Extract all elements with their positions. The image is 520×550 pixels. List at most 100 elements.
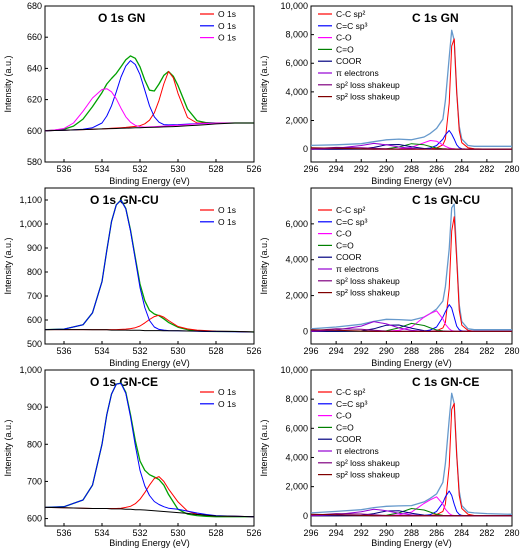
panel-o1s-gn: O 1s GN Intensity (a.u.) Binding Energy … — [3, 1, 262, 186]
x-axis-label: Binding Energy (eV) — [371, 176, 452, 186]
component-line — [311, 513, 512, 517]
y-tick-label: 800 — [27, 439, 42, 449]
x-tick-label: 526 — [246, 346, 261, 356]
y-tick-label: 4,000 — [285, 87, 308, 97]
y-tick-label: 2,000 — [285, 482, 308, 492]
x-tick-label: 286 — [429, 164, 444, 174]
y-tick-label: 6,000 — [285, 219, 308, 229]
y-tick-label: 6,000 — [285, 423, 308, 433]
x-tick-label: 290 — [379, 164, 394, 174]
x-tick-label: 288 — [404, 528, 419, 538]
legend-label: C-O — [336, 411, 352, 421]
component-line — [311, 329, 512, 332]
x-tick-label: 296 — [303, 346, 318, 356]
panel-o1s-gncu: O 1s GN-CU Intensity (a.u.) Binding Ener… — [3, 187, 262, 368]
y-tick-label: 800 — [27, 267, 42, 277]
x-tick-label: 532 — [132, 164, 147, 174]
panel-title: O 1s GN-CU — [90, 193, 159, 207]
x-tick-label: 530 — [170, 346, 185, 356]
x-tick-label: 290 — [379, 346, 394, 356]
legend: O 1s O 1s — [200, 205, 236, 227]
x-tick-label: 292 — [354, 164, 369, 174]
envelope-line — [311, 29, 512, 147]
y-tick-label: 900 — [27, 402, 42, 412]
x-tick-label: 530 — [170, 528, 185, 538]
legend-label: C-C sp² — [336, 205, 365, 215]
x-tick-label: 528 — [208, 164, 223, 174]
component-line — [45, 71, 254, 132]
legend-label: O 1s — [218, 399, 236, 409]
legend-label: O 1s — [218, 9, 236, 19]
legend-label: O 1s — [218, 33, 236, 43]
y-tick-label: 4,000 — [285, 452, 308, 462]
legend-label: C=C sp³ — [336, 21, 368, 31]
legend-label: C-C sp² — [336, 387, 365, 397]
legend-label: COOR — [336, 56, 362, 66]
panel-c1s-gnce: C 1s GN-CE Intensity (a.u.) Binding Ener… — [259, 365, 520, 548]
legend-label: C=O — [336, 44, 354, 54]
y-tick-label: 660 — [27, 32, 42, 42]
legend-label: C-C sp² — [336, 9, 365, 19]
x-tick-label: 528 — [208, 346, 223, 356]
x-tick-label: 534 — [94, 346, 109, 356]
x-tick-label: 282 — [479, 346, 494, 356]
y-tick-label: 4,000 — [285, 255, 308, 265]
envelope-line — [311, 392, 512, 515]
component-line — [45, 382, 254, 518]
x-tick-label: 284 — [454, 164, 469, 174]
x-tick-label: 536 — [56, 164, 71, 174]
legend-label: C=O — [336, 422, 354, 432]
component-line — [45, 88, 254, 132]
legend-label: C=C sp³ — [336, 217, 368, 227]
legend-label: sp² loss shakeup — [336, 458, 400, 468]
x-tick-label: 288 — [404, 164, 419, 174]
y-tick-label: 900 — [27, 243, 42, 253]
x-tick-label: 292 — [354, 346, 369, 356]
x-tick-label: 288 — [404, 346, 419, 356]
panel-c1s-gn: C 1s GN Intensity (a.u.) Binding Energy … — [259, 1, 520, 186]
component-line — [311, 147, 512, 150]
x-tick-label: 294 — [329, 346, 344, 356]
legend-label: O 1s — [218, 217, 236, 227]
envelope-line — [45, 55, 254, 132]
x-tick-label: 280 — [504, 528, 519, 538]
x-tick-label: 296 — [303, 164, 318, 174]
legend-label: COOR — [336, 252, 362, 262]
x-tick-label: 286 — [429, 528, 444, 538]
y-axis-label: Intensity (a.u.) — [259, 55, 269, 112]
panel-c1s-gncu: C 1s GN-CU Intensity (a.u.) Binding Ener… — [259, 187, 520, 368]
y-tick-label: 1,000 — [19, 219, 42, 229]
baseline-line — [45, 122, 254, 132]
legend: C-C sp² C=C sp³ C-OC=O COOR π electrons sp² l… — [318, 9, 400, 102]
x-tick-label: 532 — [132, 346, 147, 356]
panel-title: C 1s GN — [412, 11, 459, 25]
x-axis-label: Binding Energy (eV) — [371, 538, 452, 548]
y-axis-label: Intensity (a.u.) — [3, 55, 13, 112]
x-tick-label: 530 — [170, 164, 185, 174]
legend: C-C sp² C=C sp³ C-OC=O COOR π electrons sp² l… — [318, 387, 400, 480]
legend: O 1s O 1s O 1s — [200, 9, 236, 43]
y-axis-label: Intensity (a.u.) — [3, 237, 13, 294]
legend-label: π electrons — [336, 68, 379, 78]
x-axis-label: Binding Energy (eV) — [109, 538, 190, 548]
y-tick-label: 8,000 — [285, 394, 308, 404]
x-tick-label: 284 — [454, 528, 469, 538]
y-tick-label: 2,000 — [285, 291, 308, 301]
x-tick-label: 280 — [504, 164, 519, 174]
x-tick-label: 296 — [303, 528, 318, 538]
legend-label: C=C sp³ — [336, 399, 368, 409]
legend-label: O 1s — [218, 21, 236, 31]
y-tick-label: 6,000 — [285, 58, 308, 68]
y-tick-label: 0 — [303, 511, 308, 521]
series-group — [311, 392, 512, 517]
x-tick-label: 534 — [94, 164, 109, 174]
x-tick-label: 290 — [379, 528, 394, 538]
plot-frame — [44, 5, 255, 163]
y-tick-label: 1,100 — [19, 195, 42, 205]
legend-label: C-O — [336, 229, 352, 239]
legend-label: C=O — [336, 240, 354, 250]
x-axis-label: Binding Energy (eV) — [109, 176, 190, 186]
x-tick-label: 292 — [354, 528, 369, 538]
x-tick-label: 534 — [94, 528, 109, 538]
series-group — [45, 382, 254, 518]
